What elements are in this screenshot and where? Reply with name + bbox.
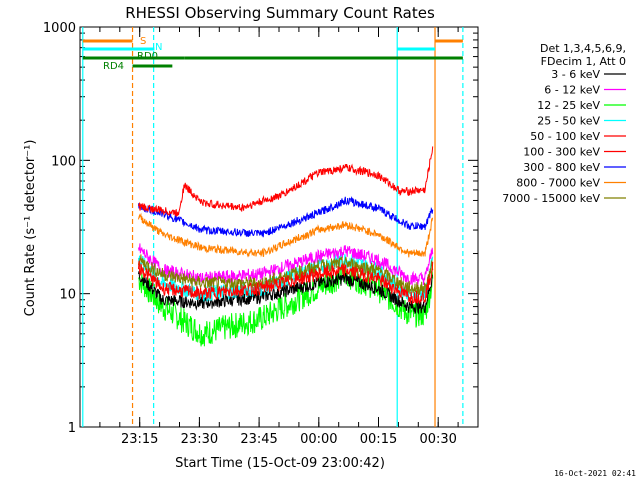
state-bar-label: RD4	[103, 61, 124, 72]
series-line	[138, 146, 434, 217]
x-tick-label: 23:30	[181, 432, 218, 447]
legend-entry-label: 3 - 6 keV	[551, 68, 600, 81]
state-bar-label: S	[140, 36, 146, 47]
legend-entry-label: 12 - 25 keV	[537, 99, 600, 112]
legend-entry-label: 800 - 7000 keV	[516, 177, 600, 190]
x-axis-label: Start Time (15-Oct-09 23:00:42)	[175, 456, 385, 471]
legend-entry-label: 100 - 300 keV	[523, 146, 600, 159]
legend-entry-label: 50 - 100 keV	[530, 130, 600, 143]
y-tick-label: 100	[51, 154, 76, 169]
series-line	[138, 263, 434, 347]
y-tick-label: 1	[68, 421, 76, 436]
series-line	[138, 212, 434, 258]
state-bar-label: RD0	[137, 51, 158, 62]
y-tick-label: 1000	[43, 21, 76, 36]
x-tick-label: 23:45	[240, 432, 277, 447]
state-bar-label: N	[155, 42, 162, 53]
legend-entry-label: 6 - 12 keV	[544, 84, 600, 97]
y-axis-label: Count Rate (s⁻¹ detector⁻¹)	[23, 140, 38, 317]
series-line	[138, 243, 434, 286]
series-line	[138, 271, 433, 315]
legend-entry-label: 25 - 50 keV	[537, 115, 600, 128]
legend-entry-label: 7000 - 15000 keV	[502, 192, 600, 205]
legend-entry-label: 300 - 800 keV	[523, 161, 600, 174]
x-tick-label: 00:15	[360, 432, 397, 447]
legend-header: Det 1,3,4,5,6,9,	[540, 42, 626, 55]
x-tick-label: 23:15	[121, 432, 158, 447]
x-tick-label: 00:00	[300, 432, 337, 447]
x-tick-label: 00:30	[419, 432, 456, 447]
legend: Det 1,3,4,5,6,9,FDecim 1, Att 03 - 6 keV…	[502, 42, 626, 205]
y-tick-label: 10	[59, 288, 76, 303]
plot-area: 1 10 100 1000 23:15 23:30 23:45 00:00 00:15 00:30…	[43, 21, 479, 447]
timestamp: 16-Oct-2021 02:41	[554, 469, 636, 478]
chart-title: RHESSI Observing Summary Count Rates	[125, 4, 435, 22]
series-line	[138, 195, 434, 238]
legend-header: FDecim 1, Att 0	[541, 55, 626, 68]
series-line	[138, 260, 434, 305]
